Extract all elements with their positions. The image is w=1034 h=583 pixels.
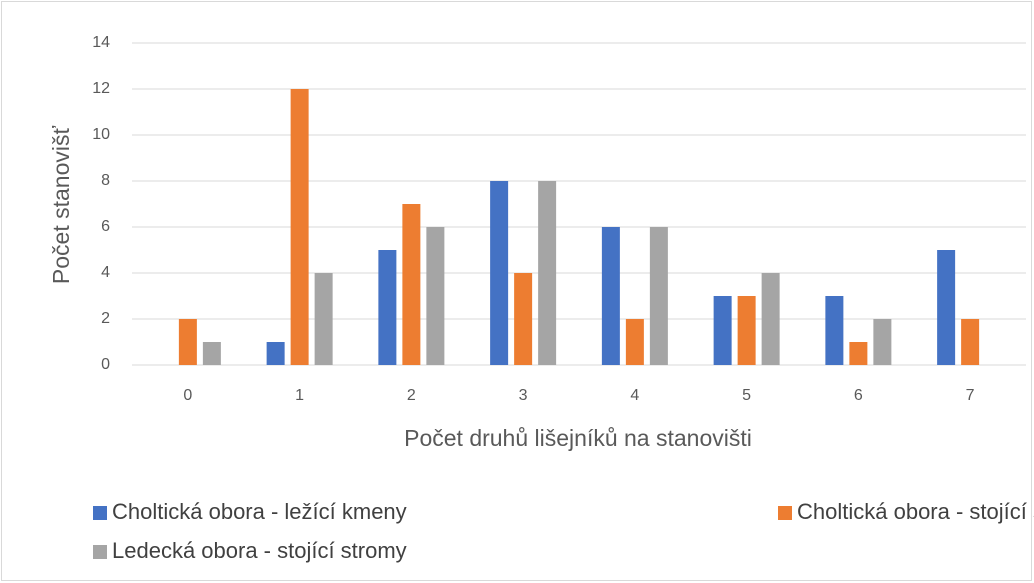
bar [761,273,780,365]
legend-swatch [93,545,107,559]
bar [290,89,309,365]
bar [625,319,644,365]
bar [713,296,732,365]
bar [202,342,221,365]
bar [937,250,956,365]
y-tick-label: 12 [92,80,110,97]
bar [514,273,533,365]
bar [490,181,509,365]
y-tick-label: 10 [92,126,110,143]
x-tick-label: 5 [742,387,751,404]
bar [849,342,868,365]
x-tick-label: 7 [966,387,975,404]
y-tick-label: 8 [101,172,110,189]
x-axis-title: Počet druhů lišejníků na stanovišti [404,425,752,451]
legend-swatch [778,506,792,520]
y-tick-label: 6 [101,218,110,235]
bar [178,319,197,365]
x-tick-label: 1 [295,387,304,404]
y-tick-label: 2 [101,310,110,327]
bar [426,227,445,365]
bar [961,319,980,365]
bar [737,296,756,365]
legend-label: Choltická obora - stojící stromy [797,499,1034,524]
y-axis-title: Počet stanovišť [48,126,74,285]
y-tick-label: 14 [92,34,110,51]
bar [538,181,557,365]
x-tick-label: 0 [183,387,192,404]
bar [378,250,397,365]
legend-label: Ledecká obora - stojící stromy [112,538,407,563]
legend-label: Choltická obora - ležící kmeny [112,499,407,524]
bar [266,342,285,365]
bar [649,227,668,365]
legend-swatch [93,506,107,520]
bar [873,319,892,365]
bar [402,204,421,365]
bar [825,296,844,365]
bar [601,227,620,365]
y-tick-label: 0 [101,356,110,373]
x-tick-label: 2 [407,387,416,404]
x-tick-label: 3 [519,387,528,404]
x-tick-label: 4 [630,387,639,404]
bar [314,273,333,365]
y-tick-label: 4 [101,264,110,281]
x-tick-label: 6 [854,387,863,404]
